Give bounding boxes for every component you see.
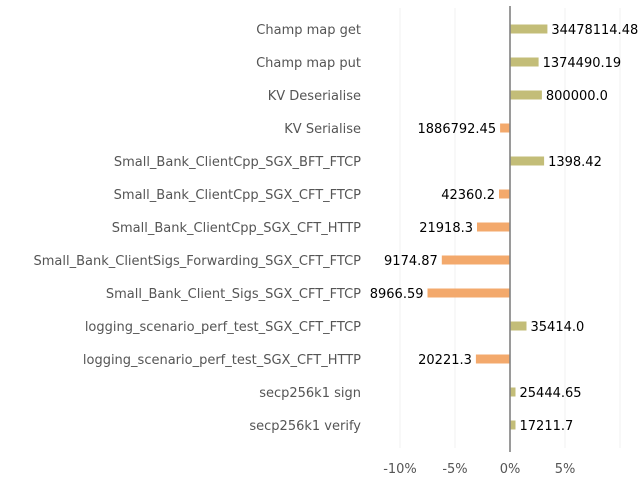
value-label: 21918.3 <box>419 221 473 236</box>
value-label: 42360.2 <box>441 188 495 203</box>
bar <box>510 156 545 166</box>
value-label: 1398.42 <box>548 155 602 170</box>
category-label: secp256k1 sign <box>259 386 361 401</box>
category-label: Small_Bank_ClientCpp_SGX_CFT_FTCP <box>114 188 361 203</box>
x-tick-labels: -10% -5% 0% 5% <box>383 462 575 477</box>
value-labels: 34478114.48 1374490.19 800000.0 1886792.45 1… <box>370 23 639 434</box>
category-label: Small_Bank_ClientSigs_Forwarding_SGX_CFT… <box>33 254 361 269</box>
x-tick-label: -10% <box>383 462 417 477</box>
value-label: 800000.0 <box>546 89 608 104</box>
category-label: Champ map get <box>256 23 361 38</box>
bar <box>510 420 516 430</box>
value-label: 1374490.19 <box>543 56 622 71</box>
x-tick-label: 0% <box>500 462 521 477</box>
value-label: 35414.0 <box>531 320 585 335</box>
bars <box>427 24 548 430</box>
bar <box>475 354 510 364</box>
category-label: logging_scenario_perf_test_SGX_CFT_HTTP <box>83 353 361 368</box>
bar <box>500 123 510 133</box>
value-label: 17211.7 <box>520 419 574 434</box>
category-label: KV Serialise <box>284 122 361 137</box>
bar <box>510 321 527 331</box>
value-label: 8966.59 <box>370 287 424 302</box>
bar <box>427 288 510 298</box>
category-label: Small_Bank_ClientCpp_SGX_BFT_FTCP <box>114 155 361 170</box>
value-label: 20221.3 <box>418 353 472 368</box>
category-label: Small_Bank_Client_Sigs_SGX_CFT_FTCP <box>106 287 361 302</box>
value-label: 9174.87 <box>384 254 438 269</box>
category-label: Small_Bank_ClientCpp_SGX_CFT_HTTP <box>112 221 361 236</box>
bar <box>477 222 510 232</box>
bar <box>510 24 548 34</box>
grid-lines <box>399 8 621 448</box>
category-label: Champ map put <box>256 56 361 71</box>
value-label: 1886792.45 <box>418 122 497 137</box>
value-label: 34478114.48 <box>551 23 638 38</box>
category-labels: Champ map get Champ map put KV Deserialise… <box>33 23 361 434</box>
category-label: logging_scenario_perf_test_SGX_CFT_FTCP <box>85 320 361 335</box>
bar <box>510 387 516 397</box>
value-label: 25444.65 <box>520 386 582 401</box>
bar <box>441 255 510 265</box>
bar <box>510 90 542 100</box>
category-label: KV Deserialise <box>268 89 361 104</box>
x-tick-label: -5% <box>442 462 467 477</box>
x-tick-label: 5% <box>555 462 576 477</box>
category-label: secp256k1 verify <box>249 419 361 434</box>
bar <box>510 57 539 67</box>
bar <box>499 189 510 199</box>
